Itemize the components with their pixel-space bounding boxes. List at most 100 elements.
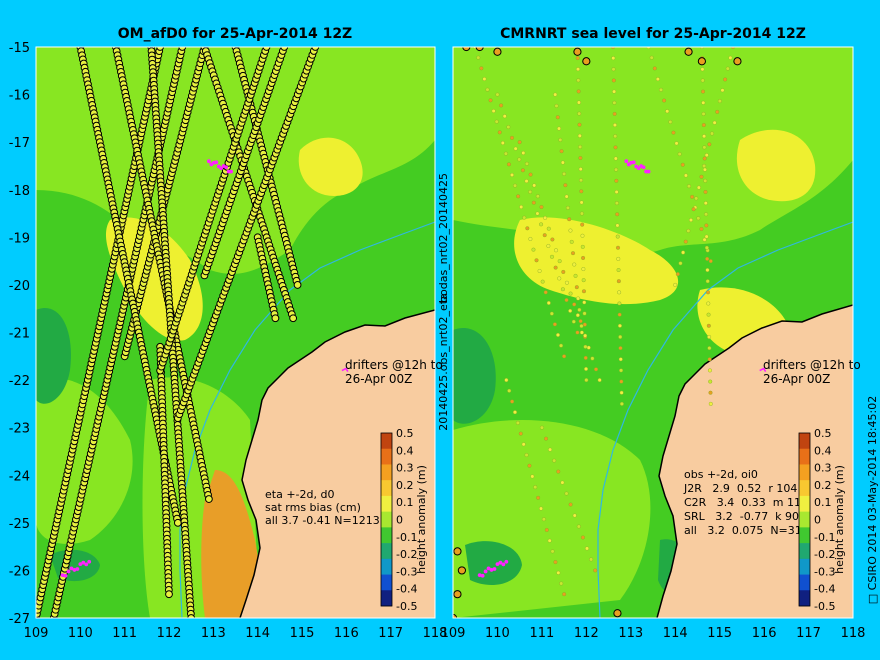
drifter-paths [60,159,349,578]
colorbar-swatch [799,574,810,591]
bathymetry-contour [179,221,435,618]
left-stats-1: eta +-2d, d0 [265,488,334,501]
right-map-panel: 109 110 111 112 113 114 115 116 117 118 drifters … [441,46,866,641]
y-tick-label: -23 [9,422,30,437]
colorbar-swatch [799,480,810,497]
right-stats-3: C2R 3.4 0.33 m 116 [684,496,808,509]
drifter-track [477,559,509,578]
colorbar-tick-label: -0.5 [814,600,835,613]
colorbar-swatch [381,527,392,544]
right-axis-ticks: 109 110 111 112 113 114 115 116 117 118 [441,626,866,641]
obs-marker [697,57,706,66]
satellite-track [200,47,289,280]
colorbar-swatch [799,511,810,528]
colorbar-tick-label: -0.3 [814,565,835,578]
x-tick-label: 115 [707,626,732,641]
satellite-track [147,47,196,618]
colorbar-tick-label: 0.2 [814,479,832,492]
right-field [453,47,853,618]
colorbar-swatch [381,495,392,512]
obs-marker [733,57,742,66]
x-tick-label: 112 [157,626,182,641]
satellite-track [156,47,271,375]
y-tick-label: -26 [9,564,30,579]
x-tick-label: 113 [201,626,226,641]
right-drifter-note-1: drifters @12h to [763,358,861,372]
obs-marker [684,47,693,56]
left-drifter-note-1: drifters @12h to [345,358,443,372]
colorbar-tick-label: -0.4 [396,583,417,596]
obs-marker [453,590,462,599]
y-tick-label: -17 [9,136,30,151]
drifter-marker [341,367,349,373]
colorbar-tick-label: -0.4 [814,583,835,596]
drifter-marker [759,367,767,373]
right-stats-5: all 3.2 0.075 N=310 [684,524,809,537]
anomaly-yellow-north [298,137,363,196]
colorbar-tick-label: 0.5 [814,427,832,440]
colorbar-tick-label: 0.4 [396,444,414,457]
anomaly-yellow-north [736,129,816,202]
x-tick-label: 111 [112,626,137,641]
drifter-track [207,159,233,174]
drifter-track [60,559,92,578]
left-stats-3: all 3.7 -0.41 N=1213 [265,514,380,527]
x-tick-label: 117 [796,626,821,641]
y-tick-label: -18 [9,184,30,199]
obs-track [673,47,735,287]
obs-marker [493,47,502,56]
colorbar-tick-label: 0.1 [814,496,832,509]
obs-marker [453,547,462,556]
colorbar-swatch [381,574,392,591]
satellite-track [173,47,320,423]
right-frame [452,46,854,619]
colorbar-tick-label: -0.3 [396,565,417,578]
colorbar-swatch [799,558,810,575]
right-stats-2: J2R 2.9 0.52 r 104 [683,482,797,495]
colorbar-frame [380,432,393,607]
obs-track [495,92,580,335]
y-tick-label: -25 [9,517,30,532]
colorbar-swatch [799,527,810,544]
colorbar-swatch [799,543,810,560]
obs-track [539,425,598,573]
colorbar-swatch [799,464,810,481]
y-tick-label: -20 [9,279,30,294]
x-tick-label: 112 [574,626,599,641]
colorbar-swatch [381,448,392,465]
x-tick-label: 113 [618,626,643,641]
colorbar-swatch [799,448,810,465]
colorbar-tick-label: 0 [396,514,403,527]
right-colorbar: 0.5 0.4 0.3 0.2 0.1 0 -0.1 -0.2 -0.3 -0.4 -0.5 heig… [798,427,846,613]
drifter-paths [477,159,767,578]
colorbar-tick-label: 0.4 [814,444,832,457]
colorbar-swatch [799,433,810,450]
coastline [656,304,853,618]
x-tick-label: 114 [245,626,270,641]
colorbar-swatch [381,558,392,575]
x-tick-label: 114 [663,626,688,641]
anomaly-orange [201,470,260,618]
colorbar-tick-label: -0.2 [396,548,417,561]
left-map-panel: 109 110 111 112 113 114 115 116 117 118 -15 -16 -17 -… [9,41,448,641]
satellite-track [253,233,280,323]
obs-marker [453,613,458,618]
colorbar-tick-label: 0.5 [396,427,414,440]
y-tick-label: -19 [9,231,30,246]
y-tick-label: -21 [9,327,30,342]
colorbar-tick-label: -0.5 [396,600,417,613]
right-stats-1: obs +-2d, oi0 [684,468,758,481]
satellite-track [200,47,298,323]
colorbar-frame [798,432,811,607]
x-tick-label: 118 [841,626,866,641]
y-tick-label: -27 [9,612,30,627]
satellite-track [111,47,213,503]
satellite-tracks [36,47,320,618]
right-panel-title: CMRNRT sea level for 25-Apr-2014 12Z [500,26,806,42]
obs-marker [613,609,622,618]
run-id-label: bodas_nrt02_20140425 [437,173,450,303]
colorbar-tick-label: 0.2 [396,479,414,492]
left-axis-ticks: 109 110 111 112 113 114 115 116 117 118 -15 -16 -17 -… [9,41,448,641]
colorbar-tick-label: 0.3 [814,462,832,475]
